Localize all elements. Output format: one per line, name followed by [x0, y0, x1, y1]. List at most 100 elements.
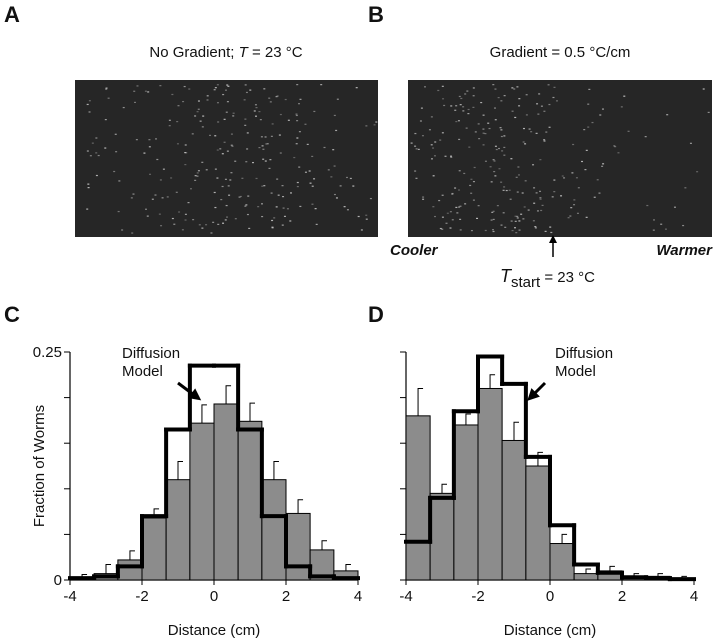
worm-dot — [498, 147, 501, 150]
worm-dot — [443, 104, 446, 107]
worm-dot — [514, 116, 517, 119]
worm-dot — [441, 194, 444, 196]
worm-dot — [445, 222, 448, 224]
worm-dot — [295, 113, 298, 115]
worm-dot — [472, 106, 475, 108]
worm-dot — [458, 138, 461, 141]
panel-letter: D — [368, 302, 384, 327]
worm-dot — [333, 193, 336, 196]
worm-dot — [434, 141, 437, 143]
error-bar — [297, 499, 304, 514]
worm-dot — [270, 135, 273, 137]
worm-dot — [702, 88, 705, 90]
worm-dot — [653, 219, 656, 221]
worm-dot — [214, 168, 217, 170]
worm-dot — [644, 136, 647, 138]
worm-dot — [500, 181, 503, 183]
worm-dot — [464, 203, 467, 205]
worm-dot — [423, 86, 426, 88]
x-tick-label: -4 — [399, 588, 412, 605]
worm-dot — [245, 161, 248, 163]
worm-dot — [684, 187, 687, 189]
worm-dot — [117, 210, 120, 213]
worm-dot — [87, 183, 90, 185]
worm-dot — [252, 161, 255, 164]
worm-dot — [620, 106, 623, 108]
worm-dot — [273, 217, 276, 219]
worm-dot — [177, 105, 180, 107]
worm-dot — [173, 223, 176, 225]
worm-dot — [261, 215, 264, 218]
worm-dot — [490, 219, 493, 221]
worm-dot — [577, 187, 580, 189]
worm-dot — [587, 126, 590, 128]
worm-dot — [206, 99, 209, 101]
worm-dot — [104, 147, 107, 149]
worm-dot — [472, 87, 475, 89]
worm-dot — [279, 152, 282, 154]
worm-dot — [246, 132, 249, 134]
worm-dot — [500, 129, 503, 131]
panel-letter: C — [4, 302, 20, 327]
worm-dot — [573, 199, 576, 201]
worm-dot — [253, 110, 256, 112]
worm-dot — [508, 189, 511, 191]
plate-image — [408, 80, 712, 237]
worm-dot — [515, 232, 518, 234]
worm-dot — [194, 175, 197, 177]
worm-dot — [587, 103, 590, 105]
worm-dot — [277, 194, 280, 196]
worm-dot — [244, 124, 247, 126]
worm-dot — [86, 150, 89, 152]
worm-dot — [268, 167, 271, 170]
worm-dot — [197, 100, 200, 102]
worm-dot — [365, 218, 368, 220]
worm-dot — [187, 202, 190, 204]
worm-dot — [201, 227, 204, 229]
worm-dot — [185, 152, 188, 154]
worm-dot — [494, 119, 497, 121]
worm-dot — [343, 206, 346, 208]
worm-dot — [666, 114, 669, 116]
x-tick-label: -4 — [63, 588, 76, 605]
worm-dot — [591, 121, 594, 124]
worm-dot — [216, 149, 219, 151]
worm-dot — [357, 215, 360, 218]
worm-dot — [560, 195, 563, 197]
worm-dot — [143, 152, 146, 154]
worm-dot — [281, 224, 284, 226]
worm-dot — [432, 206, 435, 208]
worm-dot — [534, 227, 537, 229]
worm-dot — [298, 103, 301, 105]
worm-dot — [432, 147, 435, 149]
error-bar — [657, 573, 663, 577]
worm-dot — [262, 148, 265, 150]
worm-dot — [224, 178, 227, 180]
worm-dot — [369, 197, 372, 200]
worm-dot — [234, 218, 237, 220]
worm-dot — [97, 154, 100, 157]
worm-dot — [339, 185, 342, 187]
worm-dot — [146, 215, 149, 217]
worm-dot — [122, 106, 125, 109]
start-part: = 23 °C — [540, 269, 595, 286]
worm-dot — [428, 129, 431, 131]
worm-dot — [527, 209, 530, 211]
worm-dot — [263, 185, 266, 187]
worm-dot — [496, 205, 499, 207]
worm-dot — [213, 191, 216, 194]
worm-dot — [308, 170, 311, 172]
worm-dot — [246, 148, 249, 150]
worm-dot — [206, 95, 209, 97]
x-tick-label: 2 — [282, 588, 290, 605]
error-bar — [273, 460, 279, 480]
worm-dot — [539, 198, 542, 200]
worm-dot — [472, 95, 475, 97]
worm-dot — [439, 139, 442, 141]
bar — [477, 387, 503, 581]
worm-dot — [473, 166, 476, 169]
worm-dot — [148, 146, 151, 148]
worm-dot — [503, 135, 506, 137]
worm-dot — [561, 175, 564, 177]
worm-dot — [345, 176, 348, 179]
